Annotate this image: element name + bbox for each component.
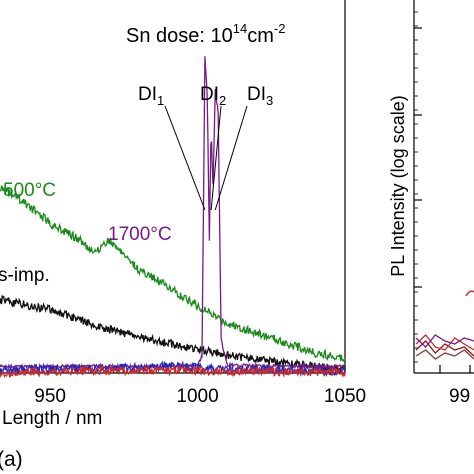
x-tick-label: 950 <box>34 386 66 407</box>
annotation-leader-1 <box>164 105 206 211</box>
x-tick-label: 1050 <box>324 386 366 407</box>
annotation-di3: DI3 <box>247 84 273 108</box>
series-label-1700c: 1700°C <box>108 224 172 245</box>
series-line-1 <box>0 294 346 374</box>
panel-b-series <box>415 290 474 360</box>
annotation-leader-3 <box>214 105 248 211</box>
series-label-as-imp: s-imp. <box>0 265 50 286</box>
panel-a: 950 1000 1050 Sn dose: 1014cm-2 DI1 DI2 DI… <box>0 0 366 471</box>
annotation-leader-2 <box>210 105 222 211</box>
annotation-di2: DI2 <box>200 84 226 108</box>
panel-b-ticks <box>414 11 471 373</box>
series-line-0 <box>0 185 346 364</box>
annotation-di1: DI1 <box>138 84 164 108</box>
panel-b-marker-arc <box>465 290 474 297</box>
panel-b-series-line-3 <box>415 349 474 360</box>
panel-b-series-line-2 <box>415 334 474 348</box>
panel-a-title: Sn dose: 1014cm-2 <box>126 21 285 47</box>
x-tick-label: 1000 <box>176 386 218 407</box>
series-line-3 <box>0 360 346 378</box>
panel-b: PL Intensity (log scale) 99 <box>388 0 474 407</box>
y-axis-label: PL Intensity (log scale) <box>388 95 408 276</box>
panel-b-series-line-0 <box>415 340 474 357</box>
x-axis-label: Length / nm <box>2 408 102 429</box>
panel-a-annotation-leaders <box>164 105 248 211</box>
panel-label-a: (a) <box>0 448 23 471</box>
panel-b-series-line-1 <box>415 334 474 351</box>
series-label-1500c: 500°C <box>3 180 56 201</box>
series-line-2 <box>0 56 346 371</box>
series-line-4 <box>0 364 346 379</box>
panel-a-series <box>0 56 346 379</box>
panel-b-x-tick-label: 99 <box>449 386 470 407</box>
